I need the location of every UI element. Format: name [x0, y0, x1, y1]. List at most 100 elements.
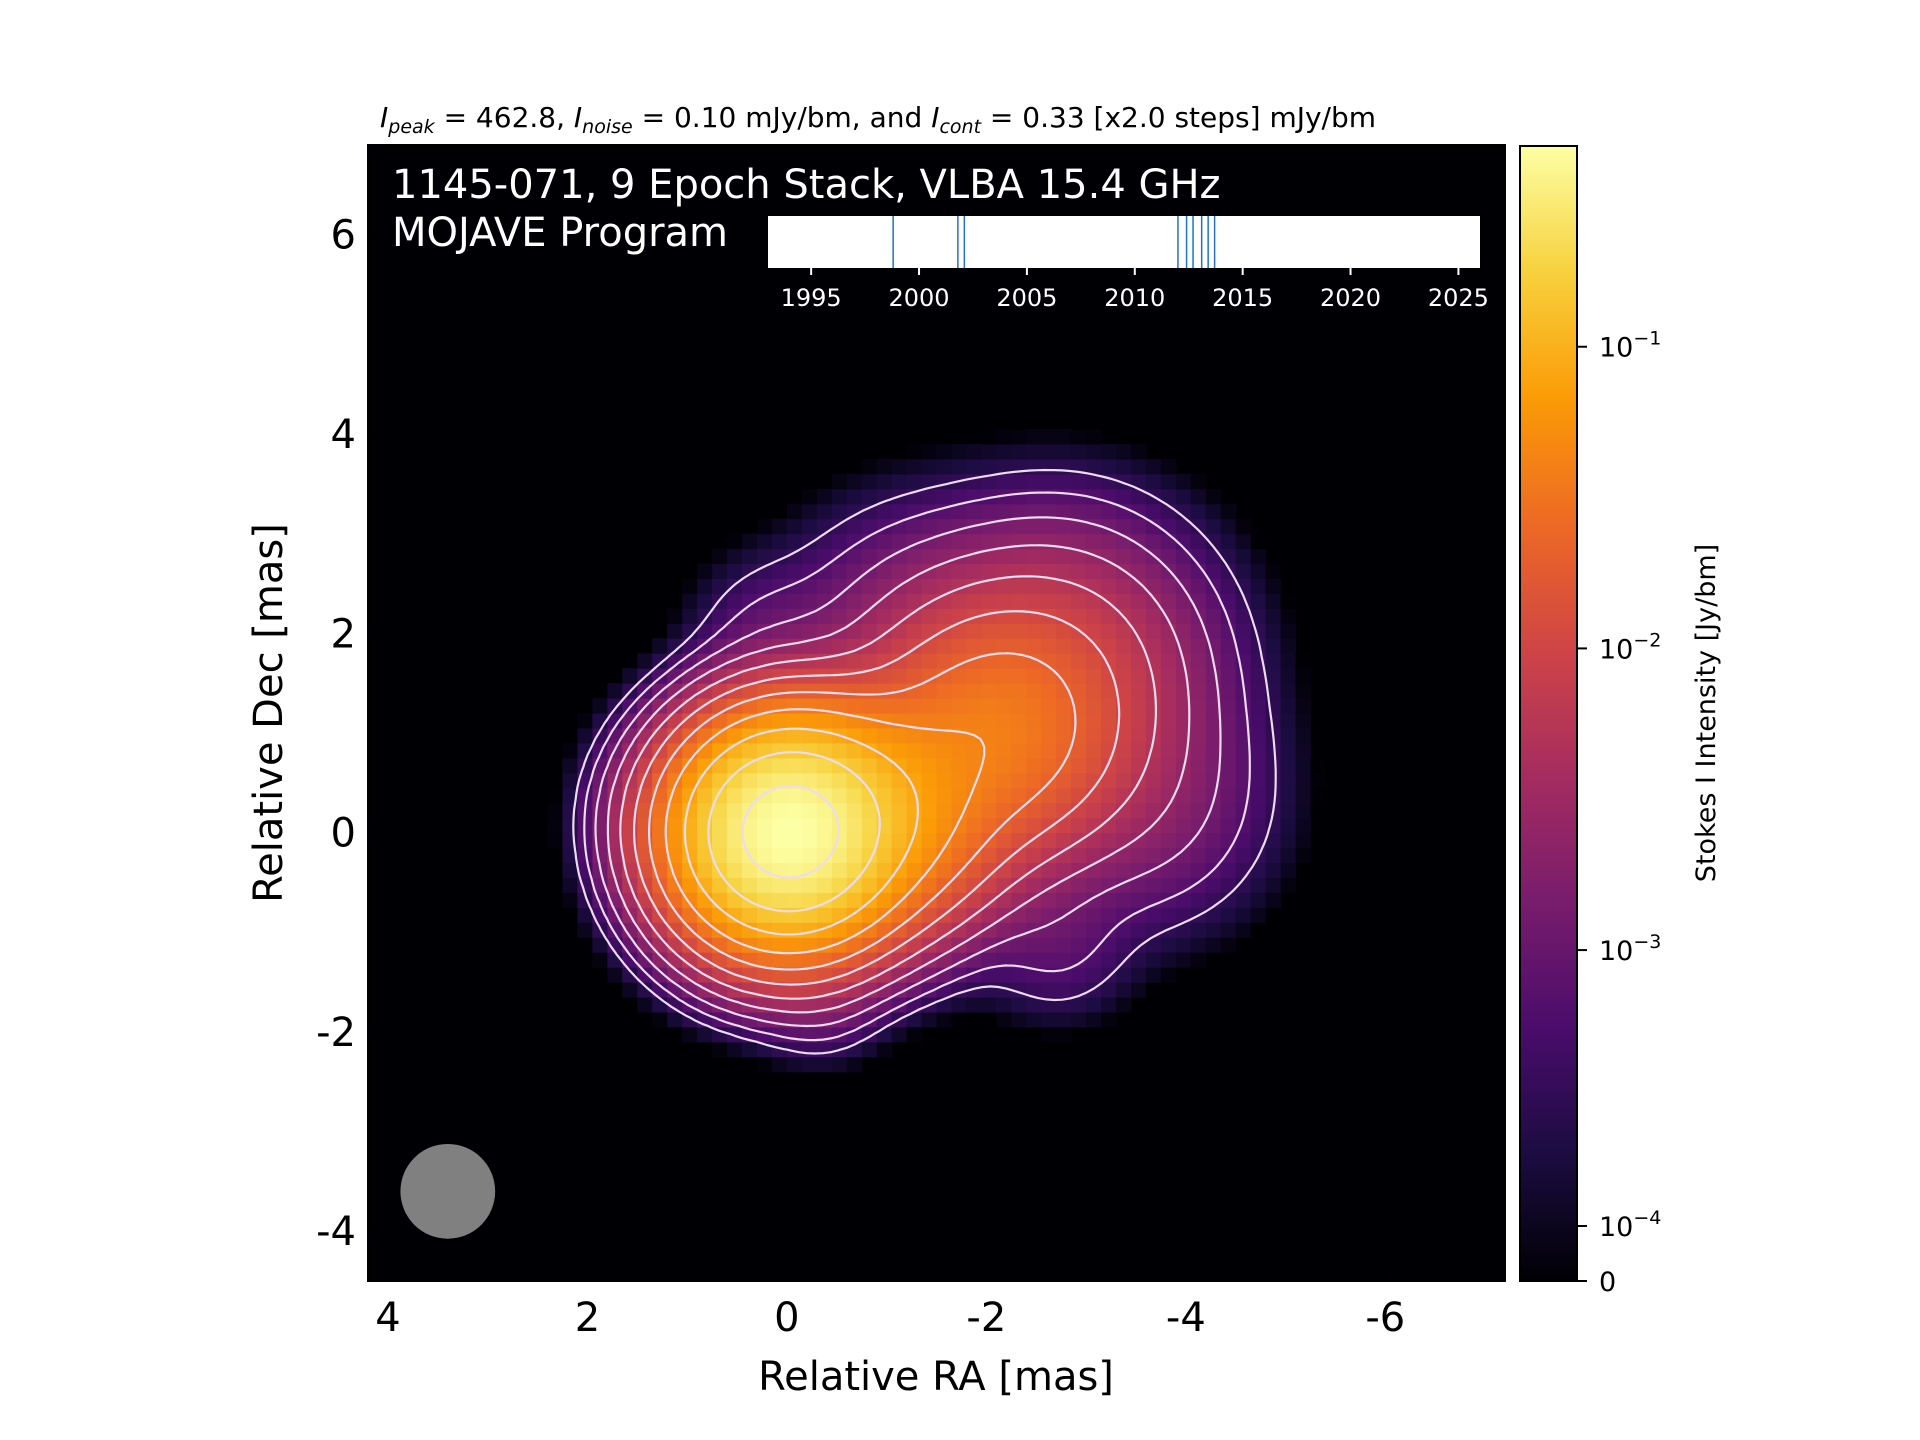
intensity-cell	[562, 817, 579, 834]
intensity-cell	[846, 832, 863, 849]
intensity-cell	[1265, 772, 1282, 789]
intensity-cell	[951, 922, 968, 938]
intensity-cell	[1250, 533, 1267, 550]
intensity-cell	[562, 742, 579, 759]
intensity-cell	[727, 638, 743, 654]
intensity-cell	[951, 608, 968, 624]
intensity-cell	[1071, 488, 1087, 505]
intensity-cell	[906, 892, 923, 908]
y-tick-label: 4	[331, 412, 356, 458]
intensity-cell	[831, 772, 848, 789]
intensity-cell	[547, 802, 564, 819]
intensity-cell	[1071, 653, 1087, 669]
intensity-cell	[921, 518, 938, 535]
intensity-cell	[906, 653, 923, 669]
intensity-cell	[1116, 488, 1132, 505]
intensity-cell	[607, 698, 623, 714]
intensity-cell	[1041, 1011, 1057, 1028]
intensity-cell	[846, 817, 863, 834]
intensity-cell	[1056, 772, 1072, 789]
intensity-cell	[1265, 757, 1282, 774]
intensity-cell	[816, 772, 833, 789]
intensity-cell	[1086, 548, 1102, 565]
intensity-cell	[981, 997, 997, 1013]
intensity-cell	[652, 892, 668, 908]
intensity-cell	[936, 832, 953, 849]
intensity-cell	[981, 653, 997, 669]
intensity-cell	[1041, 713, 1057, 729]
intensity-cell	[727, 548, 743, 565]
intensity-cell	[1220, 698, 1237, 714]
intensity-cell	[1041, 563, 1057, 579]
intensity-cell	[727, 787, 743, 804]
intensity-cell	[1280, 757, 1297, 774]
contour-level	[572, 468, 1277, 1055]
intensity-cell	[891, 907, 908, 923]
intensity-cell	[816, 638, 833, 654]
intensity-cell	[1175, 623, 1192, 639]
intensity-cell	[1160, 548, 1177, 565]
intensity-cell	[801, 997, 818, 1013]
intensity-cell	[1056, 713, 1072, 729]
intensity-cell	[1235, 533, 1252, 550]
intensity-cell	[1101, 967, 1117, 983]
intensity-cell	[1101, 698, 1117, 714]
intensity-cell	[1145, 802, 1162, 819]
intensity-cell	[861, 713, 878, 729]
intensity-cell	[667, 698, 683, 714]
intensity-cell	[801, 593, 818, 609]
intensity-cell	[921, 458, 938, 475]
intensity-cell	[1086, 802, 1102, 819]
intensity-cell	[1280, 608, 1297, 624]
intensity-cell	[652, 922, 668, 938]
intensity-cell	[876, 1026, 893, 1043]
intensity-cell	[906, 518, 923, 535]
intensity-cell	[801, 488, 818, 505]
intensity-cell	[1160, 668, 1177, 684]
intensity-cell	[921, 653, 938, 669]
intensity-cell	[1101, 907, 1117, 923]
intensity-cell	[1160, 907, 1177, 923]
intensity-cell	[1101, 862, 1117, 878]
intensity-cell	[682, 877, 698, 893]
intensity-cell	[1190, 787, 1207, 804]
intensity-cell	[786, 1041, 803, 1058]
intensity-cell	[846, 787, 863, 804]
intensity-cell	[1026, 488, 1042, 505]
intensity-cell	[801, 1011, 818, 1028]
intensity-cell	[742, 533, 758, 550]
intensity-cell	[1250, 698, 1267, 714]
intensity-cell	[996, 1011, 1012, 1028]
intensity-cell	[966, 638, 982, 654]
intensity-cell	[1145, 787, 1162, 804]
intensity-cell	[1190, 518, 1207, 535]
intensity-cell	[1205, 817, 1222, 834]
intensity-cell	[801, 982, 818, 998]
intensity-cell	[1056, 518, 1072, 535]
intensity-cell	[921, 832, 938, 849]
intensity-cell	[667, 922, 683, 938]
intensity-cell	[592, 802, 608, 819]
intensity-cell	[906, 698, 923, 714]
intensity-cell	[966, 892, 982, 908]
intensity-cell	[981, 683, 997, 699]
intensity-cell	[921, 847, 938, 863]
intensity-cell	[1116, 623, 1132, 639]
intensity-cell	[951, 698, 968, 714]
main-axes-ticks: 4 2 0 -2 -4 -6 -4 -2 0 2 4 6	[316, 213, 1405, 1341]
intensity-cell	[951, 563, 968, 579]
intensity-cell	[1026, 623, 1042, 639]
intensity-cell	[1116, 847, 1132, 863]
intensity-cell	[1011, 503, 1027, 520]
intensity-cell	[771, 623, 788, 639]
intensity-cell	[816, 578, 833, 594]
intensity-cell	[966, 742, 982, 759]
intensity-cell	[1190, 593, 1207, 609]
intensity-cell	[1190, 802, 1207, 819]
intensity-cell	[727, 533, 743, 550]
intensity-cell	[906, 727, 923, 744]
intensity-cell	[1101, 638, 1117, 654]
intensity-cell	[1026, 698, 1042, 714]
intensity-cell	[1175, 787, 1192, 804]
intensity-cell	[996, 429, 1012, 445]
